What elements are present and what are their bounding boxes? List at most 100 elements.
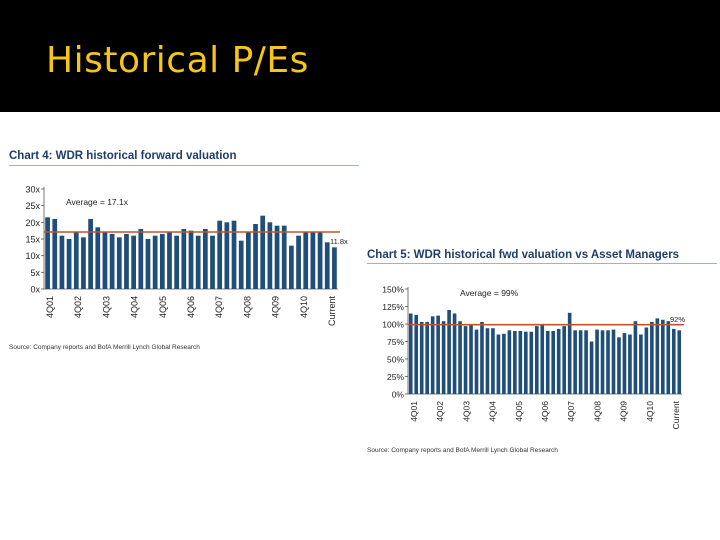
chart-4-bar <box>95 227 101 289</box>
chart-4-bar <box>73 232 79 289</box>
chart-4-bar <box>145 239 151 289</box>
chart-4-y-tick-label: 25x <box>25 201 40 211</box>
chart-4-bar <box>289 245 294 289</box>
chart-4-source: Source: Company reports and BofA Merrill… <box>9 344 200 351</box>
chart-4-y-tick-label: 30x <box>25 185 40 195</box>
chart-5-title-rule <box>367 263 717 264</box>
chart-4-y-tick-label: 10x <box>25 251 40 261</box>
chart-5-bar <box>540 324 545 394</box>
chart-5-title: Chart 5: WDR historical fwd valuation vs… <box>367 249 680 261</box>
chart-4-average-label: Average = 17.1x <box>66 197 129 207</box>
chart-5-bar <box>562 326 566 394</box>
chart-5-bar <box>518 331 523 394</box>
chart-5-bar <box>507 330 512 394</box>
chart-5-plot: 150% 125% 100% 75% 50% 25% 0% Average = 99% 92% 4… <box>382 285 685 430</box>
chart-4-x-tick-label: 4Q01 <box>45 296 55 318</box>
chart-4-bar <box>174 235 180 289</box>
chart-5-bar <box>551 331 556 394</box>
chart-5-bar <box>441 321 446 394</box>
chart-5-x-tick-label: 4Q08 <box>592 401 602 422</box>
chart-4-x-tick-label: 4Q04 <box>130 296 140 318</box>
chart-5-x-tick-label: 4Q05 <box>514 401 524 422</box>
chart-4-bar <box>303 232 309 289</box>
chart-4-bar <box>195 235 201 289</box>
chart-5-y-tick-label: 0% <box>392 390 405 400</box>
chart-5-x-tick-label: Current <box>671 400 681 429</box>
chart-4-bar <box>124 234 129 289</box>
chart-5-y-tick-label: 150% <box>382 285 404 295</box>
chart-4-bar <box>274 225 280 289</box>
chart-5-bar <box>556 328 561 394</box>
chart-5-bar <box>650 321 654 394</box>
chart-4-bar <box>332 247 337 289</box>
chart-4-bar <box>281 225 287 289</box>
chart-5-bar <box>502 333 506 394</box>
chart-4-bar <box>109 234 115 289</box>
chart-5-bar <box>622 333 627 394</box>
chart-5-y-tick-label: 50% <box>387 355 404 365</box>
slide-title: Historical P/Es <box>46 40 309 81</box>
chart-4-bar <box>245 232 251 289</box>
chart-5-bar <box>671 328 676 394</box>
chart-4-x-tick-label: 4Q06 <box>186 296 196 318</box>
chart-5-bar <box>589 341 594 394</box>
chart-4-y-tick-label: 5x <box>30 268 40 278</box>
chart-5-bar <box>633 321 638 394</box>
chart-5-bar <box>628 334 632 394</box>
chart-4-bar <box>88 219 93 289</box>
chart-4-y-tick-label: 20x <box>25 218 40 228</box>
chart-4-bar <box>131 235 137 289</box>
chart-4-x-tick-label: 4Q05 <box>158 296 168 318</box>
chart-4-bar <box>253 224 258 289</box>
chart-4-bar <box>159 234 165 289</box>
chart-4-x-tick-label: 4Q02 <box>73 296 83 318</box>
chart-5-x-tick-label: 4Q09 <box>619 401 629 422</box>
chart-5-bar <box>474 329 479 394</box>
chart-5-bar <box>595 329 599 394</box>
chart-4-bar <box>59 235 65 289</box>
chart-5-bar <box>452 313 457 394</box>
chart-5-y-tick-label: 125% <box>382 302 404 312</box>
chart-5-bar <box>529 331 534 394</box>
chart-5-bar <box>578 330 583 394</box>
chart-4-bar <box>66 239 72 289</box>
chart-5-bar <box>661 319 665 394</box>
chart-5-x-tick-label: 4Q01 <box>409 401 419 422</box>
chart-5-x-tick-label: 4Q02 <box>435 401 445 422</box>
chart-4-bar <box>45 217 50 289</box>
chart-4-x-tick-label: 4Q03 <box>101 296 111 318</box>
chart-4-y-tick-label: 15x <box>25 235 40 245</box>
chart-5-bar <box>600 330 605 394</box>
chart-4-x-tick-label: 4Q07 <box>214 296 224 318</box>
chart-4-bar <box>116 237 122 289</box>
chart-5-bar <box>677 330 682 394</box>
chart-4-x-tick-label: 4Q09 <box>271 296 281 318</box>
chart-5-x-tick-label: 4Q07 <box>566 401 576 422</box>
chart-5-bar <box>485 328 490 394</box>
chart-4-title: Chart 4: WDR historical forward valuatio… <box>9 150 237 162</box>
chart-4-bar <box>324 242 330 289</box>
chart-4-bar <box>181 229 187 289</box>
chart-5-source: Source: Company reports and BofA Merrill… <box>367 447 558 454</box>
chart-5-bar <box>425 321 429 394</box>
chart-4-current-label: 11.8x <box>330 237 348 246</box>
chart-5-bar <box>644 327 649 394</box>
chart-5-bar <box>573 330 577 394</box>
chart-4-bar <box>167 232 172 289</box>
chart-5-bar <box>408 313 413 394</box>
chart-5-bar <box>617 337 621 394</box>
chart-4-plot: 30x 25x 20x 15x 10x 5x 0x Average = 17.1x 11.8x 4… <box>25 185 348 327</box>
chart-5-y-tick-label: 100% <box>382 320 404 330</box>
chart-5-bar <box>414 314 419 394</box>
chart-5-bar <box>458 321 462 394</box>
chart-5-bar <box>655 318 660 394</box>
chart-4-bar <box>317 232 323 289</box>
chart-5-bar <box>606 330 610 394</box>
chart-4-x-tick-label: Current <box>327 296 337 327</box>
chart-4-bar <box>81 237 86 289</box>
chart-5-bar <box>491 328 495 394</box>
chart-4-bar <box>296 235 301 289</box>
chart-5-bar <box>469 325 473 394</box>
chart-5-bar <box>611 329 616 394</box>
chart-5-bar <box>436 315 440 394</box>
